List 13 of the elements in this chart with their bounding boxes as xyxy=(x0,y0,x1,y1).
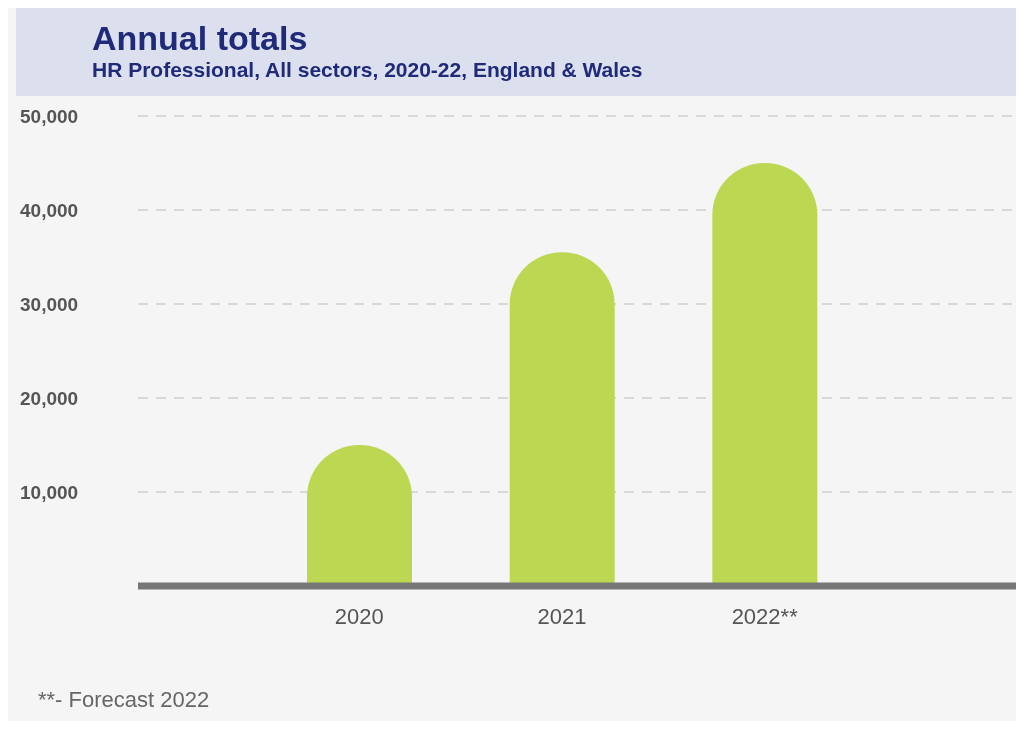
chart-title: Annual totals xyxy=(92,19,309,57)
x-tick-label: 2022** xyxy=(731,603,799,629)
bar xyxy=(712,163,818,586)
text: **- Forecast 2022 xyxy=(38,687,210,713)
y-tick-label: 50,000 xyxy=(20,105,79,127)
y-tick-label: 10,000 xyxy=(20,481,79,503)
chart-subtitle: HR Professional, All sectors, 2020-22, England & Wales xyxy=(92,58,644,82)
x-tick-label: 2020 xyxy=(334,603,384,629)
y-tick-label: 40,000 xyxy=(20,199,79,221)
y-tick-label: 20,000 xyxy=(20,387,79,409)
x-tick-label: 2021 xyxy=(537,603,587,629)
bar xyxy=(509,252,615,586)
y-tick-label: 30,000 xyxy=(20,293,79,315)
